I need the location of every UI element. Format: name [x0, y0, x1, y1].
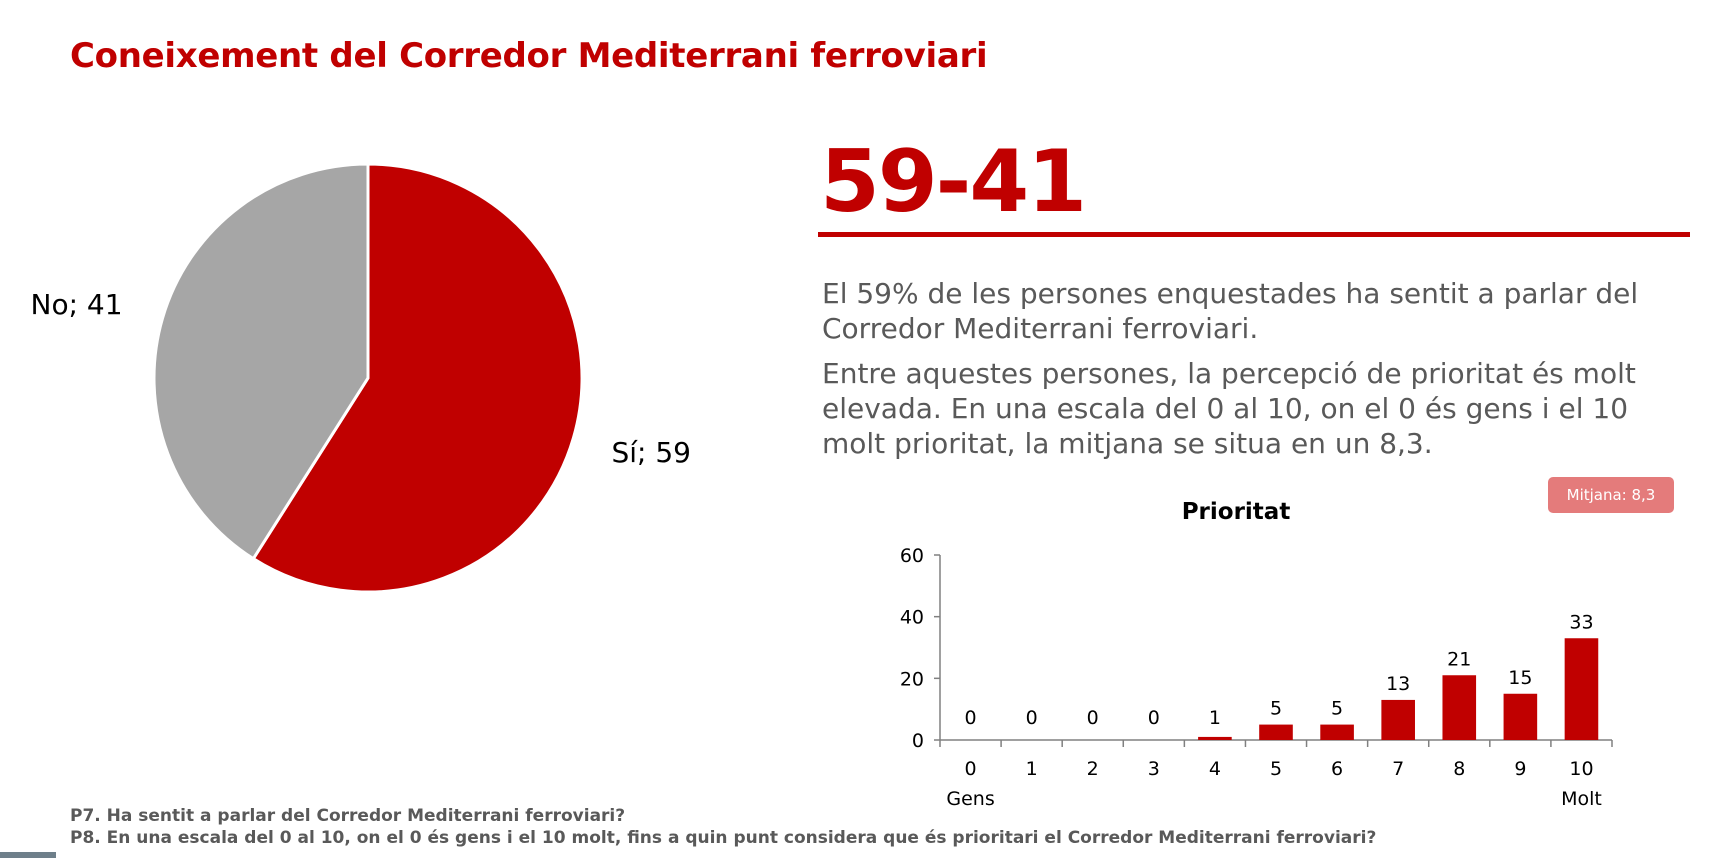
data-label-6: 5 — [1331, 698, 1343, 720]
x-tick-label-9: 9 — [1514, 758, 1526, 780]
footnote-p7: P7. Ha sentit a parlar del Corredor Medi… — [70, 806, 626, 826]
priority-bar-chart: Prioritat020406000Gens010203145556137218… — [900, 499, 1613, 810]
x-tick-label-8: 8 — [1453, 758, 1465, 780]
data-label-2: 0 — [1087, 707, 1099, 729]
x-tick-label-5: 5 — [1270, 758, 1282, 780]
data-label-9: 15 — [1508, 667, 1532, 689]
bar-6 — [1320, 724, 1354, 740]
x-tick-label-0: 0 — [964, 758, 976, 780]
corner-accent — [0, 852, 56, 858]
y-tick-label: 40 — [900, 607, 924, 629]
summary-paragraph-1: El 59% de les persones enquestades ha se… — [822, 277, 1639, 345]
x-tick-label-4: 4 — [1209, 758, 1221, 780]
pie-slice-no — [152, 162, 370, 561]
bar-4 — [1198, 736, 1232, 740]
x-tick-label-10: 10 — [1569, 758, 1593, 780]
data-label-8: 21 — [1447, 648, 1471, 670]
bar-chart-title: Prioritat — [1182, 499, 1291, 525]
pie-chart: Sí; 59 No; 41 — [31, 162, 691, 594]
data-label-10: 33 — [1569, 611, 1593, 633]
bar-8 — [1442, 675, 1477, 740]
y-tick-label: 20 — [900, 668, 924, 690]
pie-slice-sí — [251, 162, 584, 594]
footnote-p8: P8. En una escala del 0 al 10, on el 0 é… — [70, 828, 1377, 848]
x-tick-label-1: 1 — [1026, 758, 1038, 780]
bar-9 — [1503, 693, 1538, 740]
x-sublabel-molt: Molt — [1561, 788, 1602, 810]
y-tick-label: 0 — [912, 730, 924, 752]
data-label-7: 13 — [1386, 673, 1410, 695]
bar-7 — [1381, 699, 1415, 740]
data-label-3: 0 — [1148, 707, 1160, 729]
bar-5 — [1259, 724, 1293, 740]
headline-divider — [818, 232, 1690, 237]
bar-10 — [1564, 638, 1599, 740]
data-label-1: 0 — [1026, 707, 1038, 729]
x-sublabel-gens: Gens — [946, 788, 994, 810]
average-badge: Mitjana: 8,3 — [1548, 477, 1674, 513]
x-tick-label-6: 6 — [1331, 758, 1343, 780]
headline-ratio: 59-41 — [820, 132, 1087, 232]
pie-label-sí: Sí; 59 — [611, 436, 691, 469]
y-tick-label: 60 — [900, 545, 924, 567]
x-tick-label-7: 7 — [1392, 758, 1404, 780]
data-label-5: 5 — [1270, 698, 1282, 720]
page-title: Coneixement del Corredor Mediterrani fer… — [70, 36, 988, 76]
pie-label-no: No; 41 — [31, 288, 123, 321]
data-label-4: 1 — [1209, 707, 1221, 729]
data-label-0: 0 — [964, 707, 976, 729]
x-tick-label-2: 2 — [1087, 758, 1099, 780]
x-tick-label-3: 3 — [1148, 758, 1160, 780]
summary-paragraph-2: Entre aquestes persones, la percepció de… — [822, 357, 1636, 460]
